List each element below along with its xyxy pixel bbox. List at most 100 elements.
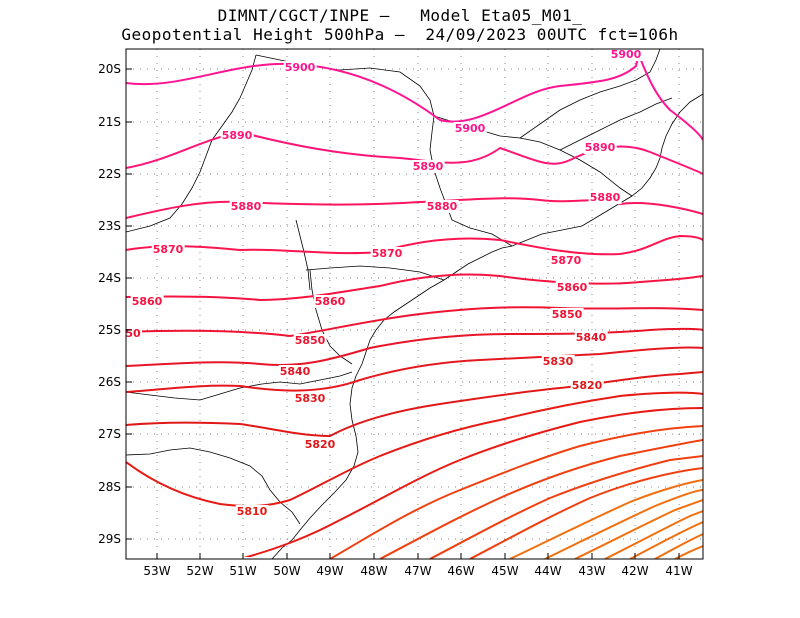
height-contour xyxy=(429,455,703,559)
contour-label: 5810 xyxy=(237,505,268,518)
contour-label: 5860 xyxy=(315,295,346,308)
contour-label-halo xyxy=(550,308,584,321)
lon-tick-label: 53W xyxy=(143,564,170,578)
lon-tick-label: 41W xyxy=(665,564,692,578)
state-border-9 xyxy=(519,49,661,139)
lat-tick-label: 21S xyxy=(98,115,121,129)
contour-label-halo xyxy=(237,557,271,559)
height-contour xyxy=(629,521,703,559)
height-contour xyxy=(126,49,641,123)
lat-tick-label: 28S xyxy=(98,480,121,494)
contour-label: 5830 xyxy=(295,392,326,405)
contour-label-halo xyxy=(293,392,327,405)
lon-tick-label: 43W xyxy=(578,564,605,578)
contour-label: 5880 xyxy=(231,200,262,213)
contour-label-halo xyxy=(549,254,583,267)
contour-label-halo xyxy=(541,355,575,368)
contour-label-halo xyxy=(574,331,608,344)
latitude-labels: 20S 21S 22S 23S 24S 25S 26S 27S 28S 29S xyxy=(98,62,132,546)
height-contour xyxy=(544,489,703,559)
height-contour xyxy=(126,391,703,508)
height-contour xyxy=(329,425,703,559)
height-contour xyxy=(469,467,703,559)
lon-tick-label: 47W xyxy=(404,564,431,578)
lat-tick-label: 29S xyxy=(98,532,121,546)
contour-label: 5900 xyxy=(285,61,316,74)
height-contour xyxy=(635,49,703,141)
lon-tick-label: 42W xyxy=(621,564,648,578)
height-contour xyxy=(379,439,703,559)
contour-label: 5840 xyxy=(280,365,311,378)
chart-title-line-2: Geopotential Height 500hPa – 24/09/2023 … xyxy=(121,25,679,44)
contour-label: 5870 xyxy=(153,243,184,256)
contour-label: 5900 xyxy=(455,122,486,135)
contour-label: 5900 xyxy=(611,48,642,61)
lon-tick-label: 51W xyxy=(229,564,256,578)
state-border-6 xyxy=(305,265,445,281)
state-border-3 xyxy=(309,269,353,365)
height-contour xyxy=(604,510,703,559)
height-contour xyxy=(126,327,703,367)
contour-label: 5850 xyxy=(552,308,583,321)
geopotential-contours xyxy=(126,49,703,559)
height-contour xyxy=(126,273,703,302)
contour-label-halo xyxy=(425,200,459,213)
lon-tick-label: 46W xyxy=(447,564,474,578)
contour-label: 5830 xyxy=(543,355,574,368)
contour-label: 5820 xyxy=(572,379,603,392)
contour-label: 5850 xyxy=(295,334,326,347)
contour-label-halo xyxy=(313,295,347,308)
contour-label: 5880 xyxy=(590,191,621,204)
contour-label-halo xyxy=(370,247,404,260)
height-contour xyxy=(126,371,703,438)
coastline xyxy=(271,93,703,559)
contour-label-halo xyxy=(583,141,617,154)
state-border-1 xyxy=(126,371,353,401)
map-frame xyxy=(125,48,704,560)
contour-label-halo xyxy=(235,505,269,518)
contour-label: 5880 xyxy=(427,200,458,213)
contour-label: 5890 xyxy=(413,160,444,173)
lat-tick-label: 20S xyxy=(98,62,121,76)
coastline-borders xyxy=(126,49,703,559)
state-border-4 xyxy=(126,54,257,233)
chart-title-line-1: DIMNT/CGCT/INPE – Model Eta05_M01_ xyxy=(217,6,583,25)
contour-label: 5840 xyxy=(576,331,607,344)
contour-label: 5820 xyxy=(305,438,336,451)
height-contour xyxy=(509,479,703,559)
height-contour xyxy=(126,346,703,393)
height-contour xyxy=(674,545,703,559)
lat-tick-label: 24S xyxy=(98,271,121,285)
lon-tick-label: 52W xyxy=(186,564,213,578)
contour-label-halo xyxy=(453,122,487,135)
contour-label-halo xyxy=(293,334,327,347)
contour-label: 5870 xyxy=(372,247,403,260)
height-contour xyxy=(239,407,703,559)
contour-label: 5800 xyxy=(239,557,270,570)
state-border-7 xyxy=(255,54,513,247)
contour-label: 5860 xyxy=(557,281,588,294)
contour-label: 5870 xyxy=(551,254,582,267)
lat-tick-label: 23S xyxy=(98,219,121,233)
lat-tick-label: 25S xyxy=(98,323,121,337)
contour-label: 5890 xyxy=(585,141,616,154)
contour-label-halo xyxy=(278,365,312,378)
height-contour xyxy=(574,499,703,559)
state-border-10 xyxy=(559,97,673,151)
height-contour xyxy=(126,234,703,256)
lon-tick-label: 45W xyxy=(491,564,518,578)
lat-tick-label: 26S xyxy=(98,375,121,389)
contour-label: 5860 xyxy=(132,295,163,308)
contour-label-halo xyxy=(588,191,622,204)
state-border-5 xyxy=(295,219,311,291)
contour-label-halo xyxy=(130,295,164,308)
lon-tick-label: 44W xyxy=(534,564,561,578)
contour-label-halo xyxy=(229,200,263,213)
contour-label-halo xyxy=(570,379,604,392)
contour-label-halo xyxy=(303,438,337,451)
lat-tick-label: 22S xyxy=(98,167,121,181)
state-border-2 xyxy=(126,447,301,525)
contour-label: 50 xyxy=(125,327,141,340)
lat-tick-label: 27S xyxy=(98,427,121,441)
